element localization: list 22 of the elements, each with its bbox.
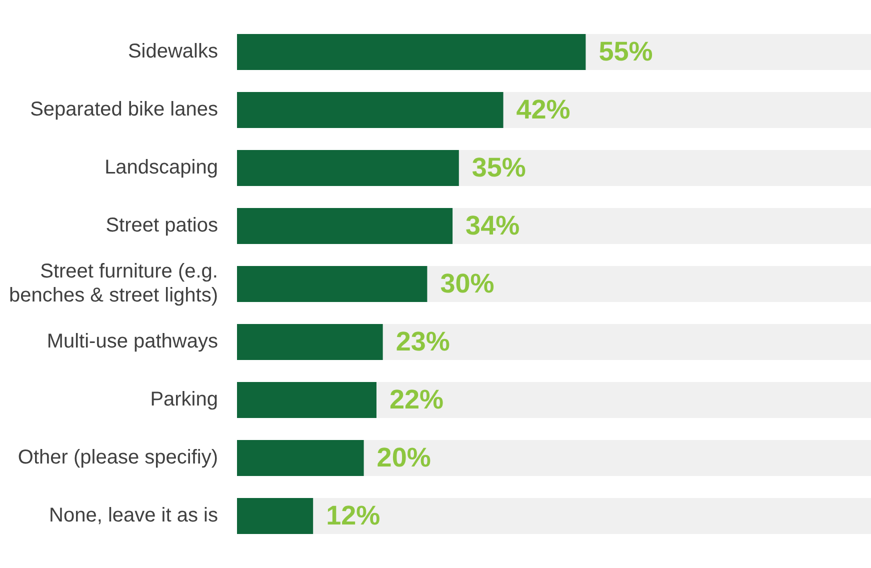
data-label: 35%	[472, 152, 526, 182]
bar	[237, 382, 376, 418]
y-tick-label: Multi-use pathways	[46, 330, 218, 353]
y-tick-label: Separated bike lanes	[30, 98, 218, 121]
data-label: 23%	[396, 326, 450, 356]
bar	[237, 498, 314, 534]
y-tick-label: Street patios	[106, 214, 218, 237]
data-label: 30%	[440, 268, 494, 298]
data-label: 20%	[376, 442, 431, 472]
y-tick-label: Parking	[150, 388, 218, 411]
data-label: 22%	[389, 384, 444, 414]
bar	[237, 440, 364, 476]
data-label: 12%	[326, 500, 380, 530]
y-tick-label: Sidewalks	[128, 40, 218, 63]
bar	[237, 324, 383, 360]
y-tick-label: Landscaping	[104, 156, 218, 179]
data-label: 42%	[516, 94, 570, 124]
y-tick-label: Other (please specifiy)	[18, 446, 218, 469]
y-tick-label: Street furniture (e.g. benches & street lights)	[9, 260, 218, 307]
data-label: 34%	[466, 210, 520, 240]
data-label: 55%	[598, 36, 653, 66]
y-tick-label: None, leave it as is	[49, 504, 218, 527]
